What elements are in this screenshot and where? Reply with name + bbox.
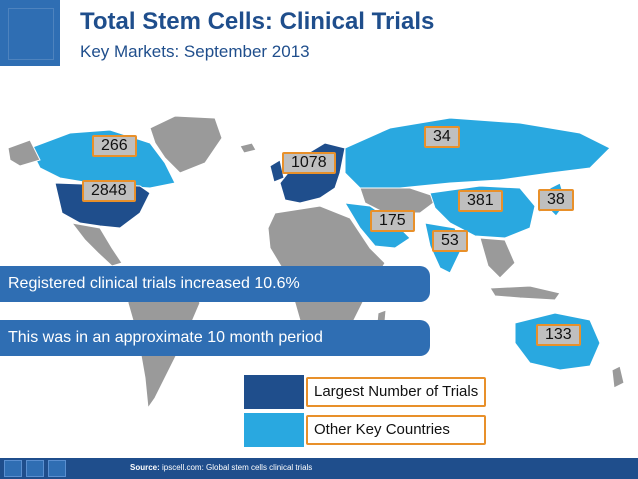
region-mexico [70,222,123,267]
region-southeast-asia [479,237,516,279]
legend-swatch-other [244,413,304,447]
region-canada [29,129,176,189]
region-indonesia [489,285,561,301]
callout-china: 381 [458,190,503,212]
region-uk [269,159,285,183]
footer-bar [0,458,638,479]
banner-growth: Registered clinical trials increased 10.… [0,266,430,302]
callout-india: 53 [432,230,468,252]
footer-square [48,460,66,477]
callout-usa: 2848 [82,180,136,202]
footer-square [26,460,44,477]
callout-europe: 1078 [282,152,336,174]
region-iceland [239,142,257,154]
source-label: Source: [130,463,160,472]
region-russia [344,117,611,189]
source-note: Source: ipscell.com: Global stem cells c… [130,463,312,472]
callout-middle-east: 175 [370,210,415,232]
callout-australia: 133 [536,324,581,346]
banner-period: This was in an approximate 10 month peri… [0,320,430,356]
region-new-zealand [611,365,625,389]
header-accent-square [0,0,60,66]
page-subtitle: Key Markets: September 2013 [80,42,310,61]
legend-label-other: Other Key Countries [306,415,486,445]
region-china [429,185,536,239]
callout-canada: 266 [92,135,137,157]
source-text: ipscell.com: Global stem cells clinical … [162,463,313,472]
legend-swatch-largest [244,375,304,409]
callout-japan: 38 [538,189,574,211]
region-central-asia [359,187,442,214]
legend-label-largest: Largest Number of Trials [306,377,486,407]
footer-square [4,460,22,477]
callout-russia: 34 [424,126,460,148]
region-greenland [149,115,223,174]
region-alaska [7,139,41,167]
page-title: Total Stem Cells: Clinical Trials [80,8,435,35]
